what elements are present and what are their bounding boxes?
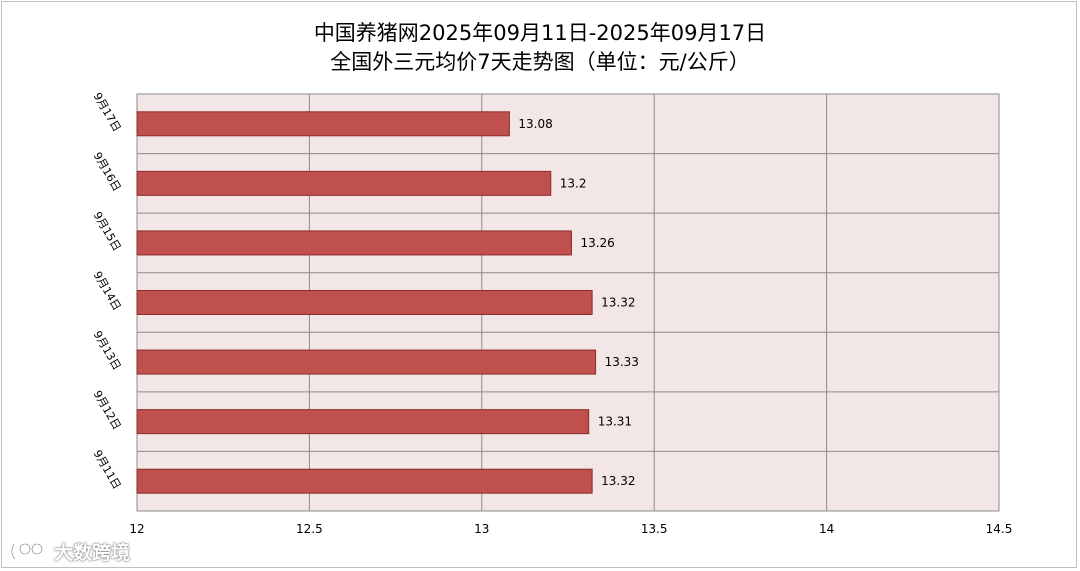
category-label: 9月14日 — [91, 269, 124, 313]
data-labels: 13.08 13.2 13.26 13.32 13.33 13.31 13.32 — [518, 117, 639, 488]
bar — [136, 409, 590, 435]
category-label: 9月15日 — [91, 210, 124, 254]
category-label: 9月12日 — [91, 388, 124, 432]
data-label: 13.26 — [580, 236, 614, 250]
data-label: 13.2 — [560, 176, 587, 190]
category-label: 9月11日 — [91, 448, 124, 492]
watermark: 大数跨境 — [10, 538, 130, 564]
value-axis-tick-labels: 12 12.5 13 13.5 14 14.5 — [129, 522, 1012, 536]
data-label: 13.33 — [605, 355, 639, 369]
category-label: 9月17日 — [91, 90, 124, 134]
x-tick-label: 12.5 — [296, 522, 323, 536]
data-label: 13.08 — [518, 117, 552, 131]
bar — [136, 290, 593, 315]
category-label: 9月13日 — [91, 329, 124, 373]
category-label: 9月16日 — [91, 150, 124, 194]
bar — [136, 111, 510, 137]
data-label: 13.32 — [601, 296, 635, 310]
chart-subtitle: 全国外三元均价7天走势图（单位：元/公斤） — [330, 50, 750, 74]
bar — [136, 230, 572, 256]
gridlines — [136, 94, 1000, 511]
watermark-logo-icon — [10, 542, 44, 560]
bars — [136, 111, 597, 494]
x-tick-label: 13 — [474, 522, 489, 536]
x-tick-label: 14 — [819, 522, 834, 536]
bar — [136, 170, 552, 196]
data-label: 13.31 — [598, 415, 632, 429]
x-tick-label: 14.5 — [986, 522, 1013, 536]
chart-title: 中国养猪网2025年09月11日-2025年09月17日 — [313, 21, 767, 45]
x-tick-label: 12 — [129, 522, 144, 536]
bar — [136, 349, 597, 375]
data-label: 13.32 — [601, 474, 635, 488]
category-axis-labels: 9月17日 9月16日 9月15日 9月14日 9月13日 9月12日 9月11日 — [91, 90, 124, 491]
watermark-text: 大数跨境 — [54, 541, 131, 564]
x-tick-label: 13.5 — [641, 522, 668, 536]
bar — [136, 468, 593, 494]
